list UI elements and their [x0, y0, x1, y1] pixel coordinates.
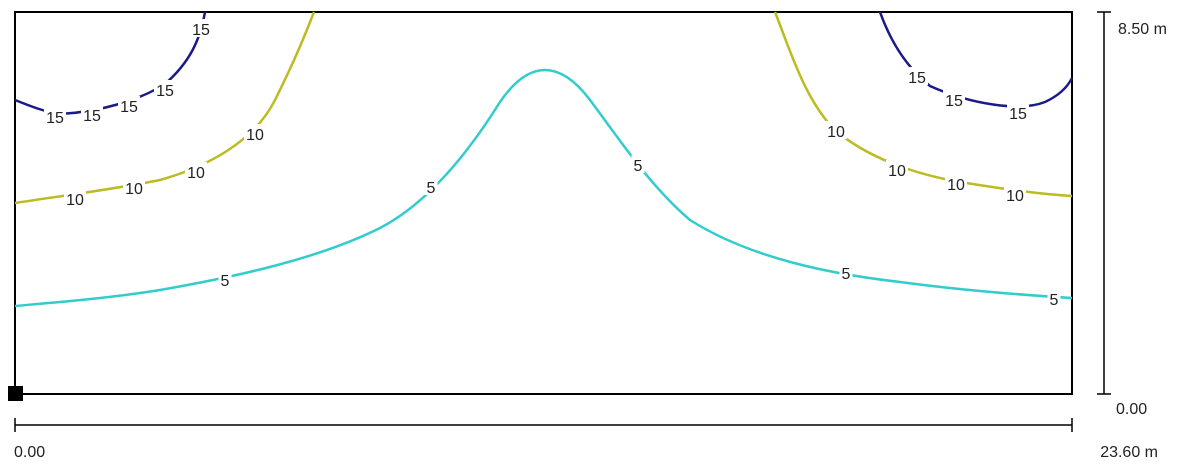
contour-label-text: 15 [46, 110, 64, 127]
contour-label-15: 15 [1007, 103, 1029, 123]
contour-label-halo [244, 124, 266, 142]
contour-label-text: 15 [120, 99, 138, 116]
contour-label-halo [1004, 185, 1026, 203]
contour-label-halo [123, 178, 145, 196]
width-label-end: 23.60 m [1100, 444, 1158, 461]
contour-label-10: 10 [945, 174, 967, 194]
contour-label-text: 10 [1006, 188, 1024, 205]
contour-label-15: 15 [943, 90, 965, 110]
contour-label-halo [44, 107, 66, 125]
width-label-start: 0.00 [14, 444, 45, 461]
contour-label-text: 15 [945, 93, 963, 110]
contour-label-text: 5 [427, 180, 436, 197]
contour-label-text: 15 [1009, 106, 1027, 123]
height-label-start: 0.00 [1116, 401, 1147, 418]
contour-label-text: 10 [888, 163, 906, 180]
contour-label-halo [1007, 103, 1029, 121]
contour-label-text: 5 [634, 158, 643, 175]
contour-label-halo [945, 174, 967, 192]
contour-line-15-left [14, 11, 207, 116]
contour-label-halo [825, 121, 847, 139]
contour-label-halo [81, 105, 103, 123]
contour-label-5: 5 [1047, 289, 1061, 309]
contour-line-5 [14, 68, 1073, 308]
height-label-end: 8.50 m [1118, 21, 1167, 38]
contour-label-5: 5 [839, 263, 853, 283]
contour-label-text: 10 [125, 181, 143, 198]
contour-label-halo [64, 189, 86, 207]
contour-label-text: 5 [1050, 292, 1059, 309]
contour-label-10: 10 [123, 178, 145, 198]
contour-label-halo [943, 90, 965, 108]
contour-label-halo [185, 162, 207, 180]
contour-label-text: 15 [83, 108, 101, 125]
origin-marker [8, 386, 23, 401]
contour-label-15: 15 [906, 67, 928, 87]
contour-label-halo [190, 19, 212, 37]
contour-label-text: 15 [908, 70, 926, 87]
contour-label-15: 15 [190, 19, 212, 39]
contour-label-15: 15 [44, 107, 66, 127]
contour-label-10: 10 [1004, 185, 1026, 205]
contour-label-15: 15 [154, 80, 176, 100]
contour-label-halo [118, 96, 140, 114]
contour-label-halo [906, 67, 928, 85]
contour-label-10: 10 [886, 160, 908, 180]
contour-line-15-right [878, 11, 1074, 108]
contour-label-15: 15 [118, 96, 140, 116]
contour-label-text: 15 [156, 83, 174, 100]
contour-label-halo [839, 263, 853, 281]
contour-label-text: 10 [827, 124, 845, 141]
contour-label-5: 5 [631, 155, 645, 175]
contour-label-text: 10 [246, 127, 264, 144]
contour-label-halo [631, 155, 645, 173]
contour-label-10: 10 [244, 124, 266, 144]
contour-label-text: 10 [187, 165, 205, 182]
contour-label-text: 5 [221, 273, 230, 290]
contour-label-text: 15 [192, 22, 210, 39]
contour-label-halo [424, 177, 438, 195]
contour-label-halo [154, 80, 176, 98]
contour-label-5: 5 [218, 270, 232, 290]
contour-label-10: 10 [825, 121, 847, 141]
contour-label-10: 10 [185, 162, 207, 182]
contour-label-15: 15 [81, 105, 103, 125]
contour-label-halo [886, 160, 908, 178]
contour-label-text: 5 [842, 266, 851, 283]
contour-label-text: 10 [947, 177, 965, 194]
contour-label-10: 10 [64, 189, 86, 209]
contour-label-text: 10 [66, 192, 84, 209]
contour-label-5: 5 [424, 177, 438, 197]
contour-label-halo [218, 270, 232, 288]
contour-label-halo [1047, 289, 1061, 307]
contour-labels: 5 5 5 5 5 10 10 10 10 10 10 10 10 15 15 15 15 15 15 15 15 [44, 19, 1061, 309]
